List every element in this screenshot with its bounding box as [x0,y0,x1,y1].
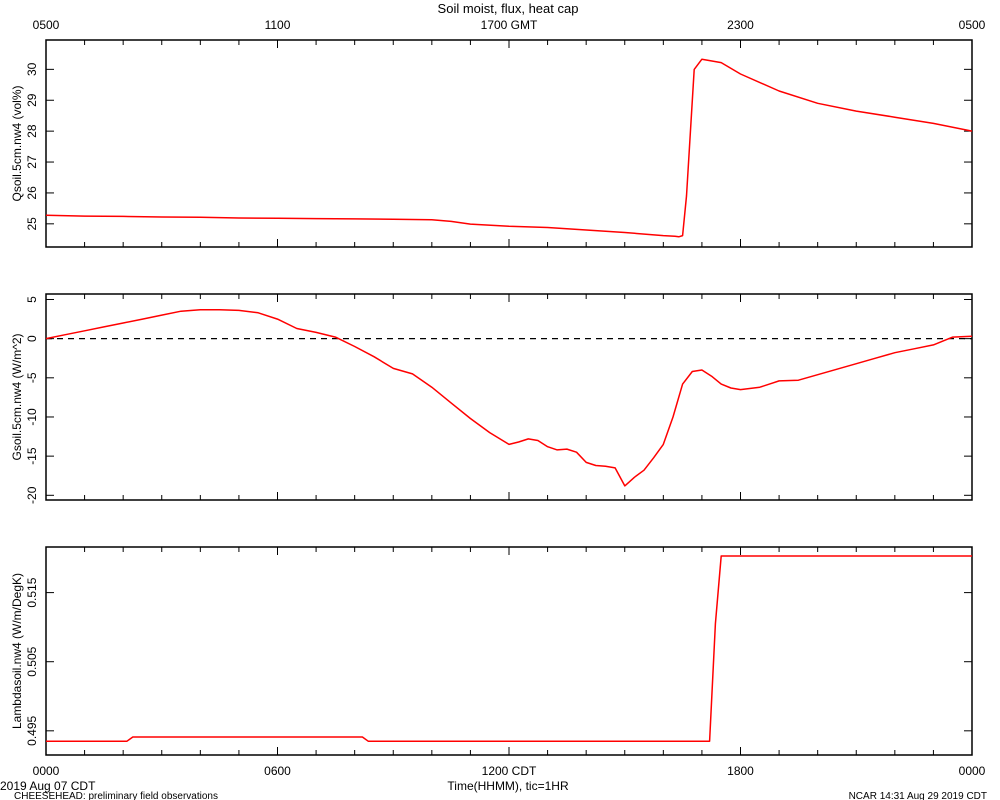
series-line [46,555,972,742]
bottom-axis-tick-label: 0000 [959,764,986,778]
y-tick-label: 0 [25,335,39,342]
panel-soil-heat-flux: 5 0 -5 -10 -15 -20 Gsoil.5cm.nw4 (W/m^2) [10,293,973,504]
y-tick-label: 29 [25,93,39,107]
top-axis-tick-label: 2300 [727,18,754,32]
y-tick-label: 5 [25,296,39,303]
plot-frame [45,546,973,756]
date-label: 2019 Aug 07 CDT [0,779,96,793]
project-label: CHEESEHEAD: preliminary field observatio… [14,791,218,800]
plot-frame [45,293,973,501]
bottom-axis-tick-label: 1200 CDT [482,764,537,778]
y-tick-label: -15 [25,447,39,465]
top-axis-tick-label: 0500 [33,18,60,32]
y-axis-label: Lambdasoil.nw4 (W/m/DegK) [10,573,24,729]
figure-title: Soil moist, flux, heat cap [438,1,579,16]
top-axis-tick-label: 0500 [959,18,986,32]
y-tick-label: 25 [25,217,39,231]
ncar-label: NCAR 14:31 Aug 29 2019 CDT [849,791,987,800]
bottom-axis-tick-label: 0000 [33,764,60,778]
top-axis-tick-label: 1700 GMT [481,18,538,32]
top-axis-tick-label: 1100 [265,18,291,32]
bottom-axis-tick-label: 1800 [727,764,754,778]
plot-frame [45,39,973,248]
series-line [45,58,973,238]
y-tick-label: -5 [25,372,39,383]
x-axis-label: Time(HHMM), tic=1HR [447,779,569,793]
bottom-axis-tick-label: 0600 [264,764,291,778]
y-tick-label: 0.495 [25,715,39,745]
y-tick-label: 28 [25,124,39,138]
y-tick-label: 26 [25,186,39,200]
y-tick-label: 30 [25,62,39,76]
series-line [45,308,973,487]
y-tick-label: -10 [25,408,39,426]
y-axis-label: Gsoil.5cm.nw4 (W/m^2) [10,334,24,461]
y-tick-label: 27 [25,155,39,169]
y-axis-label: Qsoil.5cm.nw4 (vol%) [10,85,24,201]
y-tick-label: 0.515 [25,577,39,607]
y-tick-label: -20 [25,486,39,504]
y-tick-label: 0.505 [25,646,39,676]
